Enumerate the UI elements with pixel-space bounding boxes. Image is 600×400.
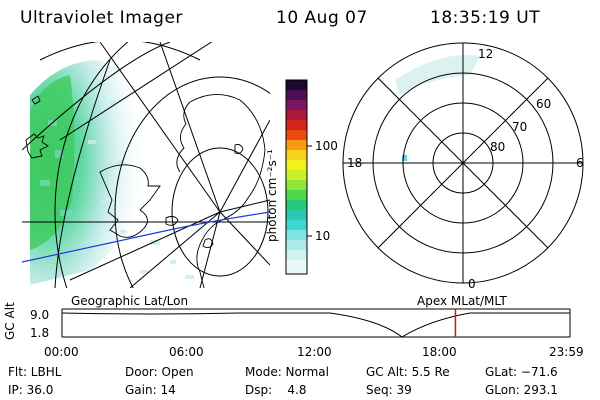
aurora-core (30, 75, 75, 250)
info-glon: GLon: 293.1 (485, 383, 558, 397)
altitude-xtick-0: 00:00 (44, 345, 79, 359)
altitude-xtick-3: 18:00 (422, 345, 457, 359)
lat-label-70: 70 (512, 120, 528, 134)
lat-label-60: 60 (536, 97, 552, 111)
colorbar-unit-label: photon cm⁻²s⁻¹ (265, 149, 279, 242)
apex-caption: Apex MLat/MLT (417, 294, 507, 308)
polar-plot (342, 42, 584, 284)
info-mode: Mode: Normal (245, 365, 329, 379)
lat-lon-grid (22, 42, 270, 288)
geographic-caption: Geographic Lat/Lon (71, 294, 189, 308)
altitude-xtick-4: 23:59 (549, 345, 584, 359)
altitude-xtick-2: 12:00 (297, 345, 332, 359)
polar-aurora (395, 55, 480, 95)
mlt-label-6: 6 (576, 156, 584, 170)
mlt-label-18: 18 (347, 156, 363, 170)
altitude-plot (61, 308, 571, 338)
info-seq: Seq: 39 (366, 383, 412, 397)
altitude-curve (61, 312, 570, 338)
info-flt: Flt: LBHL (8, 365, 62, 379)
info-gain: Gain: 14 (125, 383, 176, 397)
date-label: 10 Aug 07 (276, 8, 368, 28)
colorbar-tick-100: 100 (315, 139, 338, 153)
ground-track-line (22, 211, 270, 263)
colorbar (285, 79, 312, 275)
info-dsp: Dsp: 4.8 (245, 383, 307, 397)
colorbar-tick-10: 10 (315, 229, 331, 243)
geographic-map (22, 42, 270, 288)
altitude-ytick-high: 9.0 (30, 308, 50, 322)
aurora-speckles (88, 80, 194, 279)
info-gcalt: GC Alt: 5.5 Re (366, 365, 450, 379)
mlt-label-0: 0 (468, 277, 476, 291)
lat-label-80: 80 (490, 140, 506, 154)
coastlines (25, 94, 266, 288)
altitude-xtick-1: 06:00 (169, 345, 204, 359)
altitude-ylabel: GC Alt (3, 302, 17, 340)
instrument-title: Ultraviolet Imager (20, 8, 183, 28)
info-door: Door: Open (125, 365, 194, 379)
mlt-label-12: 12 (478, 47, 494, 61)
info-glat: GLat: −71.6 (485, 365, 558, 379)
altitude-ytick-low: 1.8 (30, 326, 50, 340)
info-ip: IP: 36.0 (8, 383, 54, 397)
time-label: 18:35:19 UT (430, 8, 541, 28)
